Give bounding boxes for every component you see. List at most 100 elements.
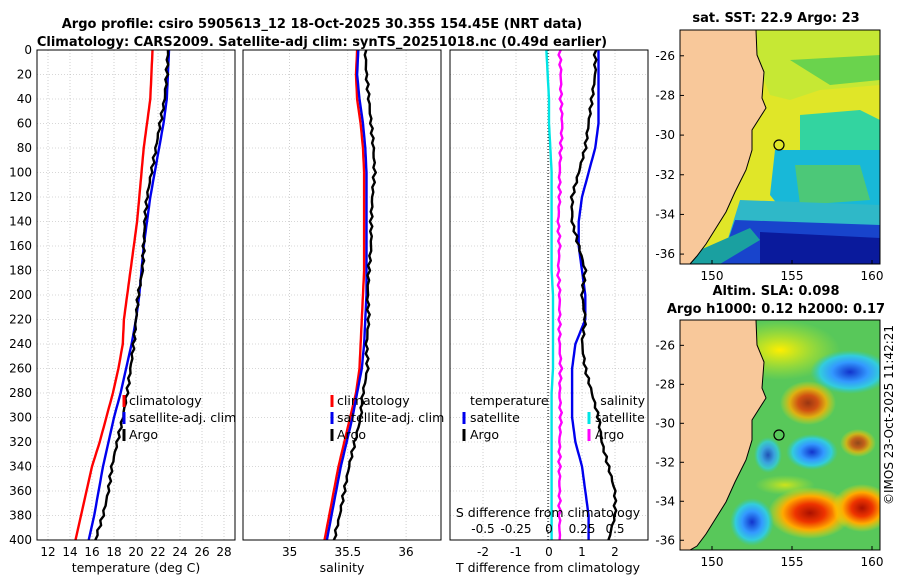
depth-tick-label: 140: [9, 215, 32, 229]
sla-map: Altim. SLA: 0.098 Argo h1000: 0.12 h2000…: [655, 284, 885, 569]
salinity-ticks: 35 35.5 36: [282, 545, 414, 559]
sst-map-title: sat. SST: 22.9 Argo: 23: [692, 11, 859, 26]
depth-tick-label: 220: [9, 313, 32, 327]
series-line-temperature-satellite: [570, 50, 600, 540]
title-line-1: Argo profile: csiro 5905613_12 18-Oct-20…: [62, 17, 583, 32]
difference-legend: temperature salinity satellite Argo sate…: [462, 393, 646, 442]
legend-salinity-header: salinity: [600, 393, 645, 408]
map-x-tick-label: 160: [861, 269, 884, 283]
sst-land-shape: [680, 30, 767, 264]
sla-map-title: Altim. SLA: 0.098: [713, 284, 840, 299]
salinity-axes-box: [242, 49, 442, 541]
x-tick-label: 35: [282, 545, 297, 559]
s-tick-label: -0.5: [471, 522, 494, 536]
depth-tick-label: 260: [9, 362, 32, 376]
depth-tick-label: 280: [9, 386, 32, 400]
map-y-tick-label: -26: [655, 49, 675, 63]
map-y-tick-label: -32: [655, 168, 675, 182]
x-tick-label: -2: [477, 545, 489, 559]
sla-land: [680, 320, 767, 550]
map-x-tick-label: 160: [861, 555, 884, 569]
temperature-lines: [74, 49, 171, 541]
x-tick-label: 18: [106, 545, 121, 559]
salinity-lines: [323, 49, 377, 541]
sla-float-marker: [773, 429, 785, 441]
t-difference-xlabel: T difference from climatology: [455, 560, 641, 575]
legend-climatology-label: climatology: [129, 393, 202, 408]
depth-tick-label: 80: [17, 141, 32, 155]
s-tick-label: 0.5: [605, 522, 624, 536]
map-y-tick-label: -26: [655, 338, 675, 352]
series-line-temperature-argo: [569, 49, 618, 541]
series-line-salinity-argo: [556, 49, 564, 541]
depth-tick-label: 40: [17, 92, 32, 106]
series-line-satellite-adj-clim: [325, 49, 368, 541]
sst-float-marker: [773, 139, 785, 151]
depth-tick-label: 0: [24, 43, 32, 57]
credit-text: ©IMOS 23-Oct-2025 11:42:21: [882, 325, 896, 505]
depth-tick-label: 360: [9, 484, 32, 498]
difference-lines: [545, 49, 618, 541]
map-x-tick-label: 150: [701, 555, 724, 569]
x-tick-label: 12: [40, 545, 55, 559]
title-line-2: Climatology: CARS2009. Satellite-adj cli…: [37, 35, 607, 50]
sla-map-frame: [679, 319, 881, 551]
x-tick-label: 14: [62, 545, 77, 559]
sst-map: sat. SST: 22.9 Argo: 23 150 155 160 -26 -28 -…: [655, 11, 883, 283]
map-y-tick-label: -34: [655, 494, 675, 508]
depth-tick-labels: 0 20 40 60 80 100 120 140 160 180 200 220 240 260 280 3…: [9, 43, 32, 547]
sla-map-subtitle: Argo h1000: 0.12 h2000: 0.17: [667, 302, 885, 317]
sla-map-ticks: 150 155 160 -26 -28 -30 -32 -34 -36: [655, 338, 883, 569]
sst-land: [680, 30, 767, 264]
x-tick-label: 20: [128, 545, 143, 559]
x-tick-label: 28: [216, 545, 231, 559]
legend-t-satellite-label: satellite: [470, 410, 520, 425]
x-tick-label: 1: [578, 545, 586, 559]
x-tick-label: 26: [194, 545, 209, 559]
s-tick-label: 0: [545, 522, 553, 536]
series-line-climatology: [323, 49, 366, 541]
s-difference-ticks: -0.5 -0.25 0 0.25 0.5: [471, 522, 624, 536]
map-x-tick-label: 155: [781, 555, 804, 569]
series-line-salinity-satellite: [545, 49, 555, 540]
x-tick-label: 36: [398, 545, 413, 559]
depth-tick-label: 320: [9, 435, 32, 449]
series-line-climatology: [74, 49, 154, 541]
legend-argo-label: Argo: [129, 427, 158, 442]
x-tick-label: -1: [510, 545, 522, 559]
depth-tick-label: 340: [9, 460, 32, 474]
salinity-panel: 35 35.5 36 salinity climatology satellite-…: [242, 49, 444, 575]
legend-satellite-label: satellite-adj. clim: [129, 410, 236, 425]
x-tick-label: 0: [545, 545, 553, 559]
sst-map-ticks: 150 155 160 -26 -28 -30 -32 -34 -36: [655, 49, 883, 283]
depth-tick-label: 60: [17, 117, 32, 131]
x-tick-label: 2: [611, 545, 619, 559]
difference-axes-box: [449, 49, 649, 541]
temperature-grid: [37, 49, 235, 541]
s-tick-label: -0.25: [500, 522, 531, 536]
legend-satellite-label: satellite-adj. clim: [337, 410, 444, 425]
depth-tick-label: 160: [9, 239, 32, 253]
depth-tick-label: 300: [9, 411, 32, 425]
sst-map-frame: [679, 29, 881, 265]
depth-tick-label: 240: [9, 337, 32, 351]
x-tick-label: 22: [150, 545, 165, 559]
legend-s-satellite-label: satellite: [595, 410, 645, 425]
difference-ticks: -2 -1 0 1 2: [477, 545, 619, 559]
map-y-tick-label: -28: [655, 377, 675, 391]
legend-climatology-label: climatology: [337, 393, 410, 408]
s-difference-label: S difference from climatology: [456, 505, 641, 520]
depth-tick-label: 100: [9, 166, 32, 180]
x-tick-label: 24: [172, 545, 187, 559]
legend-argo-label: Argo: [337, 427, 366, 442]
legend-s-argo-label: Argo: [595, 427, 624, 442]
map-y-tick-label: -36: [655, 533, 675, 547]
sla-land-shape: [680, 320, 767, 550]
temperature-legend: climatology satellite-adj. clim Argo: [122, 393, 236, 442]
map-y-tick-label: -28: [655, 88, 675, 102]
salinity-xlabel: salinity: [320, 560, 365, 575]
legend-temperature-header: temperature: [470, 393, 549, 408]
s-tick-label: 0.25: [569, 522, 596, 536]
difference-panel: -2 -1 0 1 2 -0.5 -0.25 0 0.25 0.5 T difference f…: [449, 49, 649, 575]
